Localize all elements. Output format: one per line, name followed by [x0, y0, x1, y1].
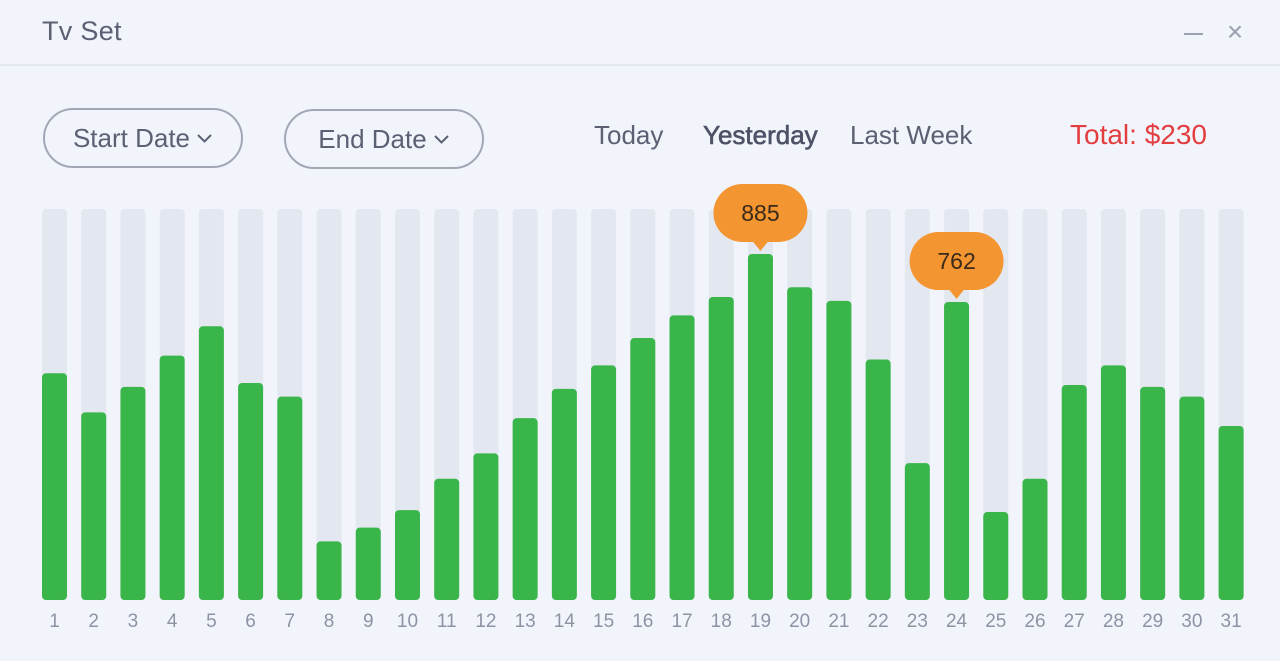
x-tick-label: 5: [206, 611, 217, 632]
x-tick-label: 23: [907, 611, 928, 632]
range-last-week[interactable]: Last Week: [850, 120, 973, 150]
x-tick-label: 20: [789, 611, 810, 632]
x-tick-label: 25: [985, 611, 1006, 632]
bar-track: [316, 209, 342, 600]
minimize-icon[interactable]: [1177, 14, 1209, 50]
bar-day-11[interactable]: [434, 478, 460, 600]
close-icon[interactable]: ×: [1226, 16, 1244, 47]
tooltip-value: 885: [741, 200, 779, 226]
bar-day-30[interactable]: [1179, 396, 1205, 600]
x-tick-label: 10: [397, 611, 418, 632]
x-tick-label: 3: [128, 611, 139, 632]
x-tick-label: 22: [868, 611, 889, 632]
range-today[interactable]: Today: [594, 120, 664, 150]
x-tick-label: 19: [750, 611, 771, 632]
total-amount: Total: $230: [1070, 119, 1207, 150]
x-tick-label: 8: [324, 611, 335, 632]
x-tick-label: 28: [1103, 611, 1124, 632]
bar-day-26[interactable]: [1022, 478, 1048, 600]
bar-day-31[interactable]: [1218, 426, 1244, 600]
bar-day-7[interactable]: [277, 396, 303, 600]
bar-track: [983, 209, 1009, 600]
bar-day-22[interactable]: [865, 359, 891, 600]
bar-day-27[interactable]: [1061, 384, 1087, 600]
x-tick-label: 9: [363, 611, 374, 632]
bar-day-8[interactable]: [316, 541, 342, 600]
bar-day-23[interactable]: [904, 463, 930, 600]
bar-track: [355, 209, 381, 600]
tooltip-pointer: [948, 289, 965, 300]
x-tick-label: 26: [1024, 611, 1045, 632]
x-tick-label: 11: [437, 611, 457, 632]
bar-day-13[interactable]: [512, 418, 538, 600]
x-tick-label: 29: [1142, 611, 1163, 632]
x-tick-label: 14: [554, 611, 576, 632]
bar-day-15[interactable]: [591, 365, 617, 600]
value-tooltip: [713, 183, 808, 242]
x-tick-label: 6: [245, 611, 256, 632]
bar-day-10[interactable]: [394, 510, 420, 600]
x-tick-label: 30: [1181, 611, 1202, 632]
title-bar: Tv Set ×: [0, 0, 1280, 66]
tooltip-pointer: [752, 240, 769, 251]
start-date-dropdown[interactable]: Start Date: [43, 108, 243, 168]
bar-day-16[interactable]: [630, 338, 656, 600]
bar-day-4[interactable]: [159, 355, 185, 600]
x-tick-label: 24: [946, 611, 968, 632]
x-tick-label: 15: [593, 611, 614, 632]
x-tick-label: 17: [671, 611, 692, 632]
tooltip-value: 762: [937, 248, 975, 274]
end-date-dropdown[interactable]: End Date: [284, 109, 484, 169]
x-tick-label: 2: [88, 611, 99, 632]
bar-day-17[interactable]: [669, 315, 695, 600]
value-tooltip: [909, 232, 1004, 291]
bar-day-3[interactable]: [120, 386, 146, 600]
bar-day-18[interactable]: [708, 296, 734, 600]
start-date-label: Start Date: [72, 122, 191, 153]
bar-day-1[interactable]: [42, 373, 67, 600]
bar-day-9[interactable]: [355, 527, 381, 600]
x-tick-label: 18: [711, 611, 732, 632]
x-tick-label: 12: [475, 611, 496, 632]
window-title: Tv Set: [42, 16, 122, 46]
x-tick-label: 27: [1064, 611, 1085, 632]
x-tick-label: 1: [49, 611, 60, 632]
bar-track: [394, 209, 420, 600]
bar-day-20[interactable]: [787, 287, 813, 600]
bar-day-24[interactable]: [944, 302, 970, 600]
chevron-down-icon: [197, 133, 212, 143]
x-tick-label: 7: [285, 611, 296, 632]
bar-day-2[interactable]: [81, 412, 107, 600]
bar-day-21[interactable]: [826, 300, 852, 600]
bar-day-14[interactable]: [551, 388, 577, 600]
x-tick-label: 31: [1221, 611, 1242, 632]
chevron-down-icon: [433, 134, 449, 144]
bar-day-25[interactable]: [983, 512, 1009, 600]
range-yesterday[interactable]: Yesterday: [703, 120, 818, 151]
bar-day-5[interactable]: [198, 326, 224, 600]
bar-day-19[interactable]: [747, 253, 773, 600]
x-tick-label: 21: [828, 611, 849, 632]
bar-day-6[interactable]: [238, 382, 264, 600]
x-tick-label: 13: [515, 611, 536, 632]
x-tick-label: 16: [632, 611, 653, 632]
end-date-label: End Date: [318, 123, 427, 154]
bar-day-28[interactable]: [1100, 365, 1126, 600]
x-tick-label: 4: [167, 611, 178, 632]
bar-day-12[interactable]: [473, 453, 499, 600]
bar-day-29[interactable]: [1140, 386, 1166, 600]
